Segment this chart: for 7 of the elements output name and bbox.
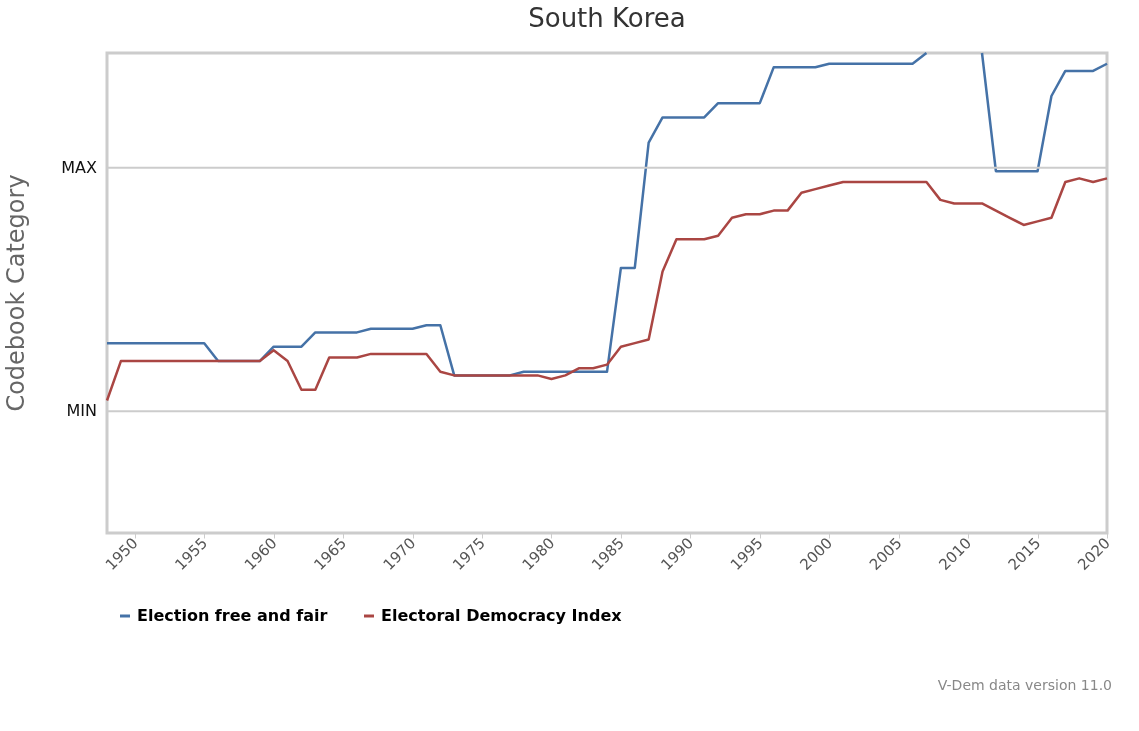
chart-title: South Korea (528, 2, 686, 33)
ref-line-label: MAX (61, 157, 98, 177)
text: V-Dem data version 11.0 (937, 677, 1112, 693)
legend-label: Election free and fair (137, 606, 328, 625)
y-axis-title: Codebook Category (2, 174, 30, 412)
legend-label: Electoral Democracy Index (381, 606, 623, 625)
ref-line-label: MIN (66, 401, 97, 421)
